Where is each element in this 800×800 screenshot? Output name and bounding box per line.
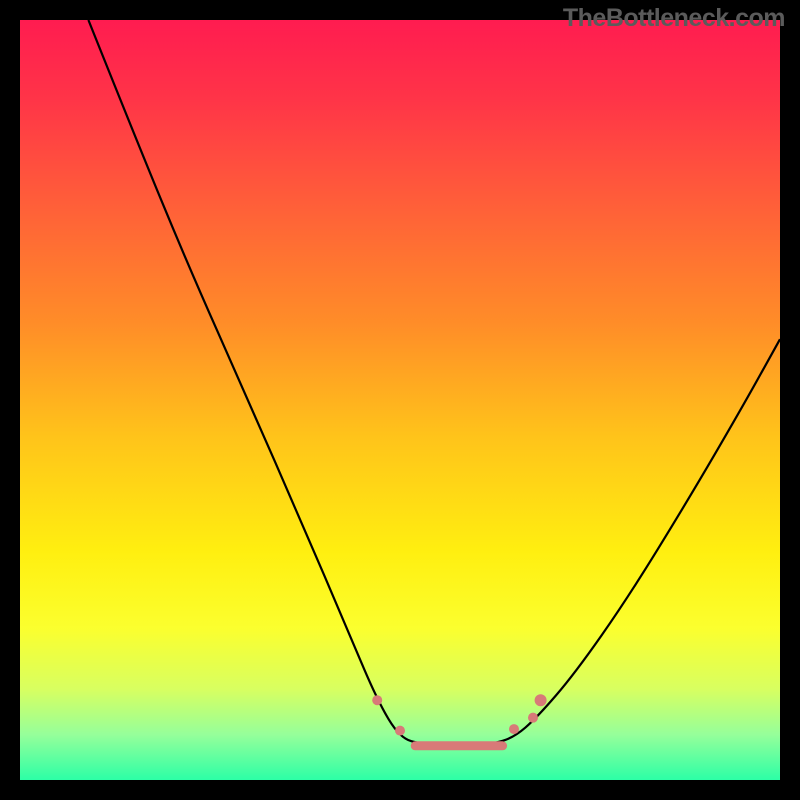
marker-dot [509, 724, 519, 734]
marker-dot [528, 713, 538, 723]
marker-dot [372, 695, 382, 705]
bottleneck-curve-chart [0, 0, 800, 800]
marker-dot [395, 726, 405, 736]
chart-container: TheBottleneck.com [0, 0, 800, 800]
watermark-text: TheBottleneck.com [563, 4, 785, 33]
marker-dot [535, 694, 547, 706]
